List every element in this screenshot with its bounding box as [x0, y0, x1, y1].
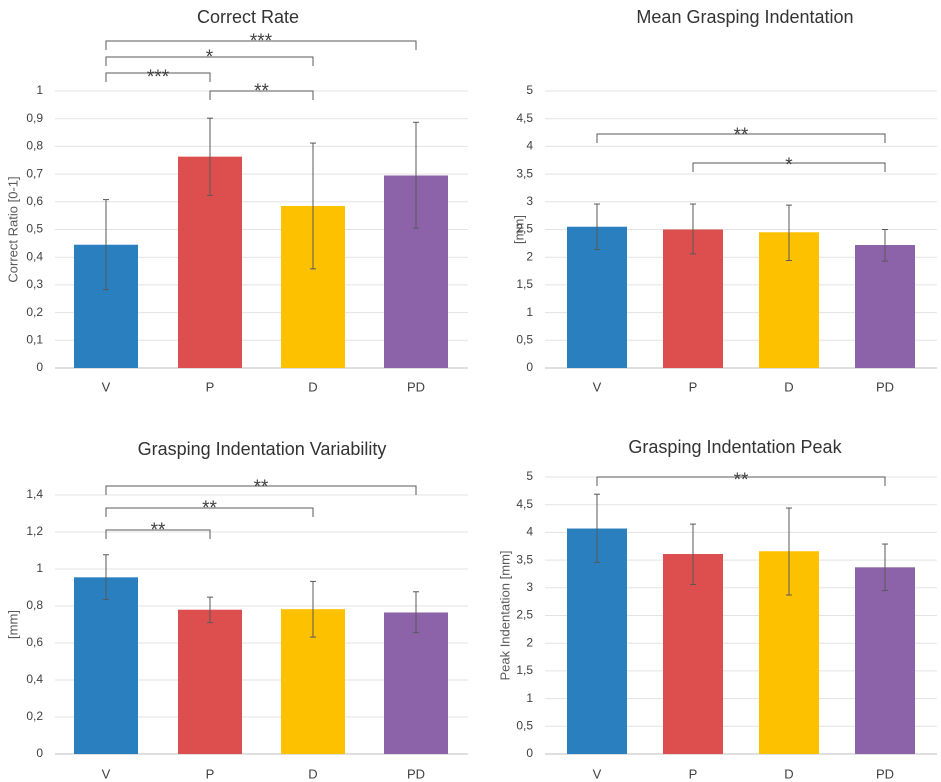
- y-axis-label: Peak Indentation [mm]: [497, 550, 512, 680]
- bar-pd: [855, 245, 915, 368]
- y-tick-label: 0,5: [516, 718, 533, 732]
- chart-title: Correct Rate: [197, 7, 299, 27]
- y-tick-label: 0,4: [26, 249, 43, 263]
- significance-label: **: [202, 498, 217, 519]
- x-tick-label-pd: PD: [407, 379, 425, 394]
- significance-bracket: [209, 90, 314, 100]
- x-tick-label-p: P: [206, 766, 215, 781]
- significance-bracket: [105, 507, 314, 517]
- y-tick-label: 0: [526, 746, 533, 760]
- y-tick-label: 1: [36, 561, 43, 575]
- x-tick-label-v: V: [593, 766, 602, 781]
- y-tick-label: 0: [36, 360, 43, 374]
- x-tick-label-v: V: [593, 379, 602, 394]
- chart-panel-3: Grasping Indentation Variability [mm] 0 0,2…: [5, 439, 468, 781]
- x-tick-label-pd: PD: [876, 379, 894, 394]
- significance-bracket: [105, 56, 314, 66]
- x-tick-label-d: D: [784, 766, 793, 781]
- y-tick-label: 0,9: [26, 111, 43, 125]
- y-tick-label: 2,5: [516, 608, 533, 622]
- significance-bracket: [105, 485, 417, 495]
- y-tick-label: 4: [526, 525, 533, 539]
- chart-panel-1: Correct Rate Correct Ratio [0-1] 0 0,1 0,2 0,…: [5, 7, 468, 394]
- chart-title: Grasping Indentation Peak: [628, 437, 842, 457]
- bar-pd: [384, 612, 448, 754]
- y-tick-label: 1,4: [26, 487, 43, 501]
- y-tick-label: 4: [526, 139, 533, 153]
- y-tick-label: 1: [526, 305, 533, 319]
- x-tick-label-v: V: [102, 766, 111, 781]
- y-tick-label: 1: [36, 83, 43, 97]
- chart-title: Mean Grasping Indentation: [636, 7, 853, 27]
- y-tick-label: 0,8: [26, 139, 43, 153]
- x-tick-label-d: D: [308, 766, 317, 781]
- x-tick-label-d: D: [784, 379, 793, 394]
- x-tick-label-pd: PD: [876, 766, 894, 781]
- y-tick-label: 1,5: [516, 663, 533, 677]
- y-tick-label: 0,5: [26, 222, 43, 236]
- chart-title: Grasping Indentation Variability: [138, 439, 387, 459]
- y-tick-label: 2,5: [516, 222, 533, 236]
- significance-bracket: [105, 72, 211, 82]
- significance-label: **: [254, 81, 269, 102]
- y-tick-label: 3,5: [516, 552, 533, 566]
- significance-label: **: [734, 125, 749, 146]
- y-axis-label: Correct Ratio [0-1]: [5, 176, 20, 282]
- y-tick-label: 5: [526, 83, 533, 97]
- y-tick-label: 0,8: [26, 598, 43, 612]
- chart-panel-4: Grasping Indentation Peak Peak Indentatio…: [497, 437, 937, 781]
- significance-bracket: [596, 476, 886, 486]
- x-tick-label-p: P: [206, 379, 215, 394]
- bar-pd: [855, 567, 915, 754]
- significance-bracket: [105, 40, 417, 50]
- significance-bracket: [105, 529, 211, 539]
- y-tick-label: 4,5: [516, 497, 533, 511]
- y-tick-label: 1,2: [26, 524, 43, 538]
- y-tick-label: 2: [526, 635, 533, 649]
- y-tick-label: 0: [36, 746, 43, 760]
- bar-v: [567, 226, 627, 368]
- y-tick-label: 0,7: [26, 166, 43, 180]
- y-tick-label: 0,1: [26, 332, 43, 346]
- significance-label: ***: [250, 31, 273, 52]
- significance-label: **: [734, 470, 749, 491]
- bar-v: [74, 577, 138, 754]
- significance-label: **: [151, 520, 166, 541]
- y-tick-label: 4,5: [516, 111, 533, 125]
- y-tick-label: 0,6: [26, 194, 43, 208]
- bar-p: [178, 609, 242, 754]
- y-tick-label: 0,5: [516, 332, 533, 346]
- significance-label: *: [206, 47, 214, 68]
- significance-bracket: [692, 162, 886, 172]
- y-tick-label: 3,5: [516, 166, 533, 180]
- significance-label: *: [785, 155, 793, 176]
- chart-panel-2: Mean Grasping Indentation [mm] 0 0,5 1 1,5 2 2,…: [511, 7, 937, 394]
- y-tick-label: 2: [526, 249, 533, 263]
- y-tick-label: 0,2: [26, 709, 43, 723]
- x-tick-label-p: P: [689, 766, 698, 781]
- bar-v: [567, 528, 627, 754]
- bar-p: [663, 554, 723, 754]
- significance-label: **: [254, 477, 269, 498]
- y-tick-label: 5: [526, 469, 533, 483]
- significance-bracket: [596, 133, 886, 143]
- y-tick-label: 0,4: [26, 672, 43, 686]
- y-tick-label: 1: [526, 691, 533, 705]
- y-tick-label: 1,5: [516, 277, 533, 291]
- x-tick-label-v: V: [102, 379, 111, 394]
- y-tick-label: 3: [526, 194, 533, 208]
- x-tick-label-p: P: [689, 379, 698, 394]
- significance-label: ***: [147, 67, 170, 88]
- y-tick-label: 0: [526, 360, 533, 374]
- y-tick-label: 0,2: [26, 305, 43, 319]
- x-tick-label-d: D: [308, 379, 317, 394]
- y-axis-label: [mm]: [5, 610, 20, 639]
- y-axis-label: [mm]: [511, 215, 526, 244]
- x-tick-label-pd: PD: [407, 766, 425, 781]
- y-tick-label: 0,6: [26, 635, 43, 649]
- y-tick-label: 3: [526, 580, 533, 594]
- y-tick-label: 0,3: [26, 277, 43, 291]
